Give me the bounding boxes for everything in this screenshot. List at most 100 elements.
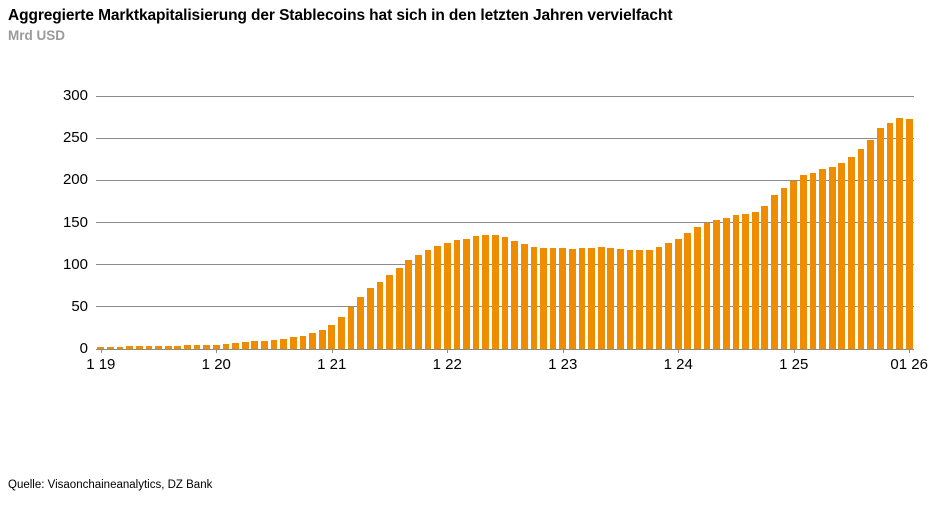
y-axis-tick-label: 150 xyxy=(62,213,88,231)
bar xyxy=(780,187,788,349)
y-axis-tick-label: 200 xyxy=(62,171,88,189)
x-axis-tick-label: 1 24 xyxy=(663,356,693,373)
bar xyxy=(107,347,114,349)
x-axis-tick-mark xyxy=(909,349,911,353)
bar xyxy=(530,246,538,349)
bar xyxy=(415,254,422,349)
bar xyxy=(338,316,345,349)
bar xyxy=(232,343,239,349)
x-axis-tick-mark xyxy=(562,349,564,353)
y-axis-tick-label: 250 xyxy=(62,129,88,147)
bar xyxy=(857,149,865,349)
y-axis-tick-label: 300 xyxy=(62,87,88,104)
x-axis-tick-label: 1 20 xyxy=(201,356,231,373)
x-axis-tick-label: 01 26 xyxy=(890,356,928,373)
bar xyxy=(261,340,268,349)
bar xyxy=(405,260,413,349)
bar xyxy=(309,332,316,349)
bar xyxy=(347,306,355,349)
bar xyxy=(222,343,230,349)
bar xyxy=(645,249,653,349)
bars-layer xyxy=(96,96,914,349)
bar xyxy=(203,344,211,349)
gridline xyxy=(96,95,914,97)
plot-area xyxy=(96,95,914,350)
bar xyxy=(597,246,605,349)
bar xyxy=(703,222,711,349)
x-axis-tick-label: 1 22 xyxy=(432,356,462,373)
chart-subtitle-unit: Mrd USD xyxy=(8,28,65,43)
bar xyxy=(722,218,730,349)
bar xyxy=(212,344,220,349)
chart-title: Aggregierte Marktkapitalisierung der Sta… xyxy=(8,7,673,24)
bar xyxy=(905,118,913,349)
bar xyxy=(617,248,624,349)
bar xyxy=(299,335,307,349)
bar xyxy=(280,338,288,349)
bar xyxy=(896,117,903,349)
y-axis-tick-label: 0 xyxy=(79,340,88,357)
bar xyxy=(511,241,518,349)
bar xyxy=(453,240,461,349)
bar xyxy=(241,342,249,349)
bar xyxy=(520,244,528,349)
bar xyxy=(270,339,278,349)
y-axis: 0 50 100 150 200 250 300 xyxy=(0,88,88,356)
bar xyxy=(97,347,105,349)
bar xyxy=(193,344,201,349)
bar xyxy=(492,235,499,349)
bar xyxy=(559,247,567,349)
bar xyxy=(472,236,480,349)
bar xyxy=(713,219,721,349)
y-axis-tick-label: 50 xyxy=(71,297,88,315)
x-axis-tick-mark xyxy=(100,349,102,353)
bar xyxy=(424,249,432,349)
x-axis-tick-label: 1 21 xyxy=(317,356,347,373)
bar xyxy=(164,345,172,349)
bar xyxy=(742,214,749,349)
bar xyxy=(819,169,826,349)
bar xyxy=(328,325,336,349)
bar xyxy=(386,274,393,349)
bar xyxy=(155,345,162,349)
bar xyxy=(665,242,672,349)
source-note: Quelle: Visaonchaineanalytics, DZ Bank xyxy=(8,479,213,491)
bar xyxy=(126,346,134,349)
y-axis-tick-label: 100 xyxy=(62,255,88,273)
bar xyxy=(848,156,855,349)
x-axis-tick-mark xyxy=(331,349,333,353)
bar xyxy=(395,268,403,349)
bar xyxy=(655,246,663,349)
bar xyxy=(251,341,259,349)
bar xyxy=(318,330,326,349)
bar xyxy=(790,181,798,349)
chart-header: Aggregierte Marktkapitalisierung der Sta… xyxy=(8,6,938,44)
bar xyxy=(828,166,836,349)
bar xyxy=(684,233,692,349)
bar xyxy=(463,238,470,349)
bar xyxy=(886,123,894,349)
bar xyxy=(732,214,740,349)
bar xyxy=(376,281,384,349)
bar xyxy=(482,235,490,349)
x-axis-tick-mark xyxy=(793,349,795,353)
bar xyxy=(751,212,759,349)
bar xyxy=(116,347,124,349)
x-axis-tick-label: 1 19 xyxy=(86,356,116,373)
bar xyxy=(771,194,778,349)
bar xyxy=(799,175,807,349)
x-axis-tick-mark xyxy=(216,349,218,353)
bar xyxy=(184,344,191,349)
gridline xyxy=(96,222,914,223)
bar xyxy=(867,139,875,349)
bar xyxy=(540,247,547,349)
bar xyxy=(626,249,634,349)
bar xyxy=(549,247,557,349)
bar xyxy=(501,236,509,349)
bar xyxy=(674,238,682,349)
x-axis-tick-mark xyxy=(447,349,449,353)
bar xyxy=(145,346,153,349)
bar xyxy=(578,247,586,349)
